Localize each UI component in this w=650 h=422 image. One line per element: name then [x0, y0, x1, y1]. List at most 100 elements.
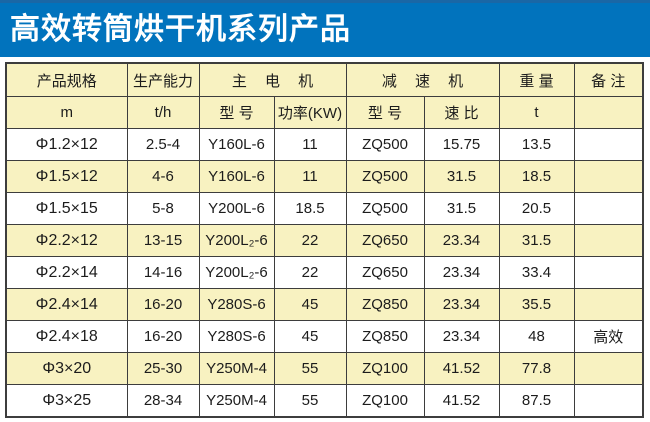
- cell-motor-model: Y250M-4: [198, 352, 275, 385]
- cell-reducer-ratio: 23.34: [423, 224, 500, 257]
- subheader-note-empty: [573, 96, 644, 129]
- cell-capacity: 2.5-4: [126, 128, 200, 161]
- cell-motor-model: Y250M-4: [198, 384, 275, 418]
- cell-spec: Φ1.5×12: [5, 160, 128, 193]
- cell-motor-model: Y160L-6: [198, 160, 275, 193]
- cell-capacity: 13-15: [126, 224, 200, 257]
- cell-capacity: 5-8: [126, 192, 200, 225]
- subheader-reducer-ratio: 速 比: [423, 96, 500, 129]
- subheader-unit-m: m: [5, 96, 128, 129]
- cell-spec: Φ2.2×14: [5, 256, 128, 289]
- cell-note: [573, 352, 644, 385]
- cell-motor-model: Y280S-6: [198, 320, 275, 353]
- subheader-unit-th: t/h: [126, 96, 200, 129]
- table-row: Φ1.5×15 5-8 Y200L-6 18.5 ZQ500 31.5 20.5: [5, 192, 644, 225]
- cell-reducer-ratio: 15.75: [423, 128, 500, 161]
- cell-capacity: 16-20: [126, 320, 200, 353]
- cell-reducer-ratio: 23.34: [423, 256, 500, 289]
- cell-reducer-model: ZQ100: [345, 384, 425, 418]
- cell-reducer-model: ZQ650: [345, 224, 425, 257]
- cell-motor-power: 45: [273, 320, 347, 353]
- table-row: Φ2.4×14 16-20 Y280S-6 45 ZQ850 23.34 35.…: [5, 288, 644, 321]
- cell-spec: Φ2.4×14: [5, 288, 128, 321]
- cell-spec: Φ3×20: [5, 352, 128, 385]
- subheader-motor-power: 功率(KW): [273, 96, 347, 129]
- sub-header-row: m t/h 型 号 功率(KW) 型 号 速 比 t: [5, 96, 644, 129]
- cell-weight: 77.8: [498, 352, 575, 385]
- table-row: Φ2.4×18 16-20 Y280S-6 45 ZQ850 23.34 48 …: [5, 320, 644, 353]
- page-title: 高效转筒烘干机系列产品: [10, 13, 351, 46]
- table-row: Φ1.2×12 2.5-4 Y160L-6 11 ZQ500 15.75 13.…: [5, 128, 644, 161]
- cell-motor-power: 18.5: [273, 192, 347, 225]
- cell-reducer-ratio: 41.52: [423, 384, 500, 418]
- cell-note: [573, 224, 644, 257]
- cell-reducer-ratio: 41.52: [423, 352, 500, 385]
- cell-note: [573, 384, 644, 418]
- cell-note: [573, 160, 644, 193]
- table-row: Φ2.2×12 13-15 Y200L₂-6 22 ZQ650 23.34 31…: [5, 224, 644, 257]
- cell-reducer-model: ZQ100: [345, 352, 425, 385]
- cell-reducer-model: ZQ650: [345, 256, 425, 289]
- cell-motor-power: 11: [273, 160, 347, 193]
- header-product-spec: 产品规格: [5, 62, 128, 97]
- cell-capacity: 4-6: [126, 160, 200, 193]
- subheader-reducer-model: 型 号: [345, 96, 425, 129]
- cell-spec: Φ2.4×18: [5, 320, 128, 353]
- cell-spec: Φ3×25: [5, 384, 128, 418]
- header-note: 备 注: [573, 62, 644, 97]
- cell-reducer-model: ZQ500: [345, 128, 425, 161]
- header-weight: 重 量: [498, 62, 575, 97]
- cell-reducer-model: ZQ500: [345, 160, 425, 193]
- cell-motor-power: 22: [273, 256, 347, 289]
- header-main-motor: 主 电 机: [198, 62, 347, 97]
- subheader-unit-t: t: [498, 96, 575, 129]
- cell-motor-power: 22: [273, 224, 347, 257]
- cell-motor-model: Y160L-6: [198, 128, 275, 161]
- cell-weight: 31.5: [498, 224, 575, 257]
- cell-capacity: 28-34: [126, 384, 200, 418]
- table-row: Φ3×25 28-34 Y250M-4 55 ZQ100 41.52 87.5: [5, 384, 644, 418]
- header-reducer: 减 速 机: [345, 62, 500, 97]
- cell-reducer-ratio: 31.5: [423, 192, 500, 225]
- table-row: Φ3×20 25-30 Y250M-4 55 ZQ100 41.52 77.8: [5, 352, 644, 385]
- cell-spec: Φ2.2×12: [5, 224, 128, 257]
- cell-motor-model: Y200L₂-6: [198, 256, 275, 289]
- table-row: Φ2.2×14 14-16 Y200L₂-6 22 ZQ650 23.34 33…: [5, 256, 644, 289]
- cell-weight: 18.5: [498, 160, 575, 193]
- cell-capacity: 16-20: [126, 288, 200, 321]
- cell-reducer-ratio: 23.34: [423, 288, 500, 321]
- cell-motor-power: 11: [273, 128, 347, 161]
- cell-motor-power: 55: [273, 352, 347, 385]
- cell-capacity: 14-16: [126, 256, 200, 289]
- cell-motor-model: Y200L₂-6: [198, 224, 275, 257]
- product-spec-table: 产品规格 生产能力 主 电 机 减 速 机 重 量 备 注 m t/h 型 号 …: [5, 62, 644, 418]
- cell-weight: 48: [498, 320, 575, 353]
- cell-weight: 33.4: [498, 256, 575, 289]
- cell-weight: 13.5: [498, 128, 575, 161]
- cell-capacity: 25-30: [126, 352, 200, 385]
- cell-weight: 20.5: [498, 192, 575, 225]
- cell-note: [573, 128, 644, 161]
- cell-weight: 87.5: [498, 384, 575, 418]
- cell-reducer-model: ZQ500: [345, 192, 425, 225]
- cell-motor-power: 55: [273, 384, 347, 418]
- group-header-row: 产品规格 生产能力 主 电 机 减 速 机 重 量 备 注: [5, 62, 644, 97]
- cell-motor-model: Y200L-6: [198, 192, 275, 225]
- title-banner: 高效转筒烘干机系列产品: [0, 0, 650, 57]
- cell-motor-model: Y280S-6: [198, 288, 275, 321]
- cell-spec: Φ1.5×15: [5, 192, 128, 225]
- cell-note: [573, 256, 644, 289]
- cell-reducer-ratio: 23.34: [423, 320, 500, 353]
- cell-reducer-ratio: 31.5: [423, 160, 500, 193]
- cell-note: [573, 192, 644, 225]
- cell-weight: 35.5: [498, 288, 575, 321]
- cell-note: 高效: [573, 320, 644, 353]
- subheader-motor-model: 型 号: [198, 96, 275, 129]
- header-capacity: 生产能力: [126, 62, 200, 97]
- cell-motor-power: 45: [273, 288, 347, 321]
- cell-note: [573, 288, 644, 321]
- cell-reducer-model: ZQ850: [345, 320, 425, 353]
- table-row: Φ1.5×12 4-6 Y160L-6 11 ZQ500 31.5 18.5: [5, 160, 644, 193]
- cell-spec: Φ1.2×12: [5, 128, 128, 161]
- cell-reducer-model: ZQ850: [345, 288, 425, 321]
